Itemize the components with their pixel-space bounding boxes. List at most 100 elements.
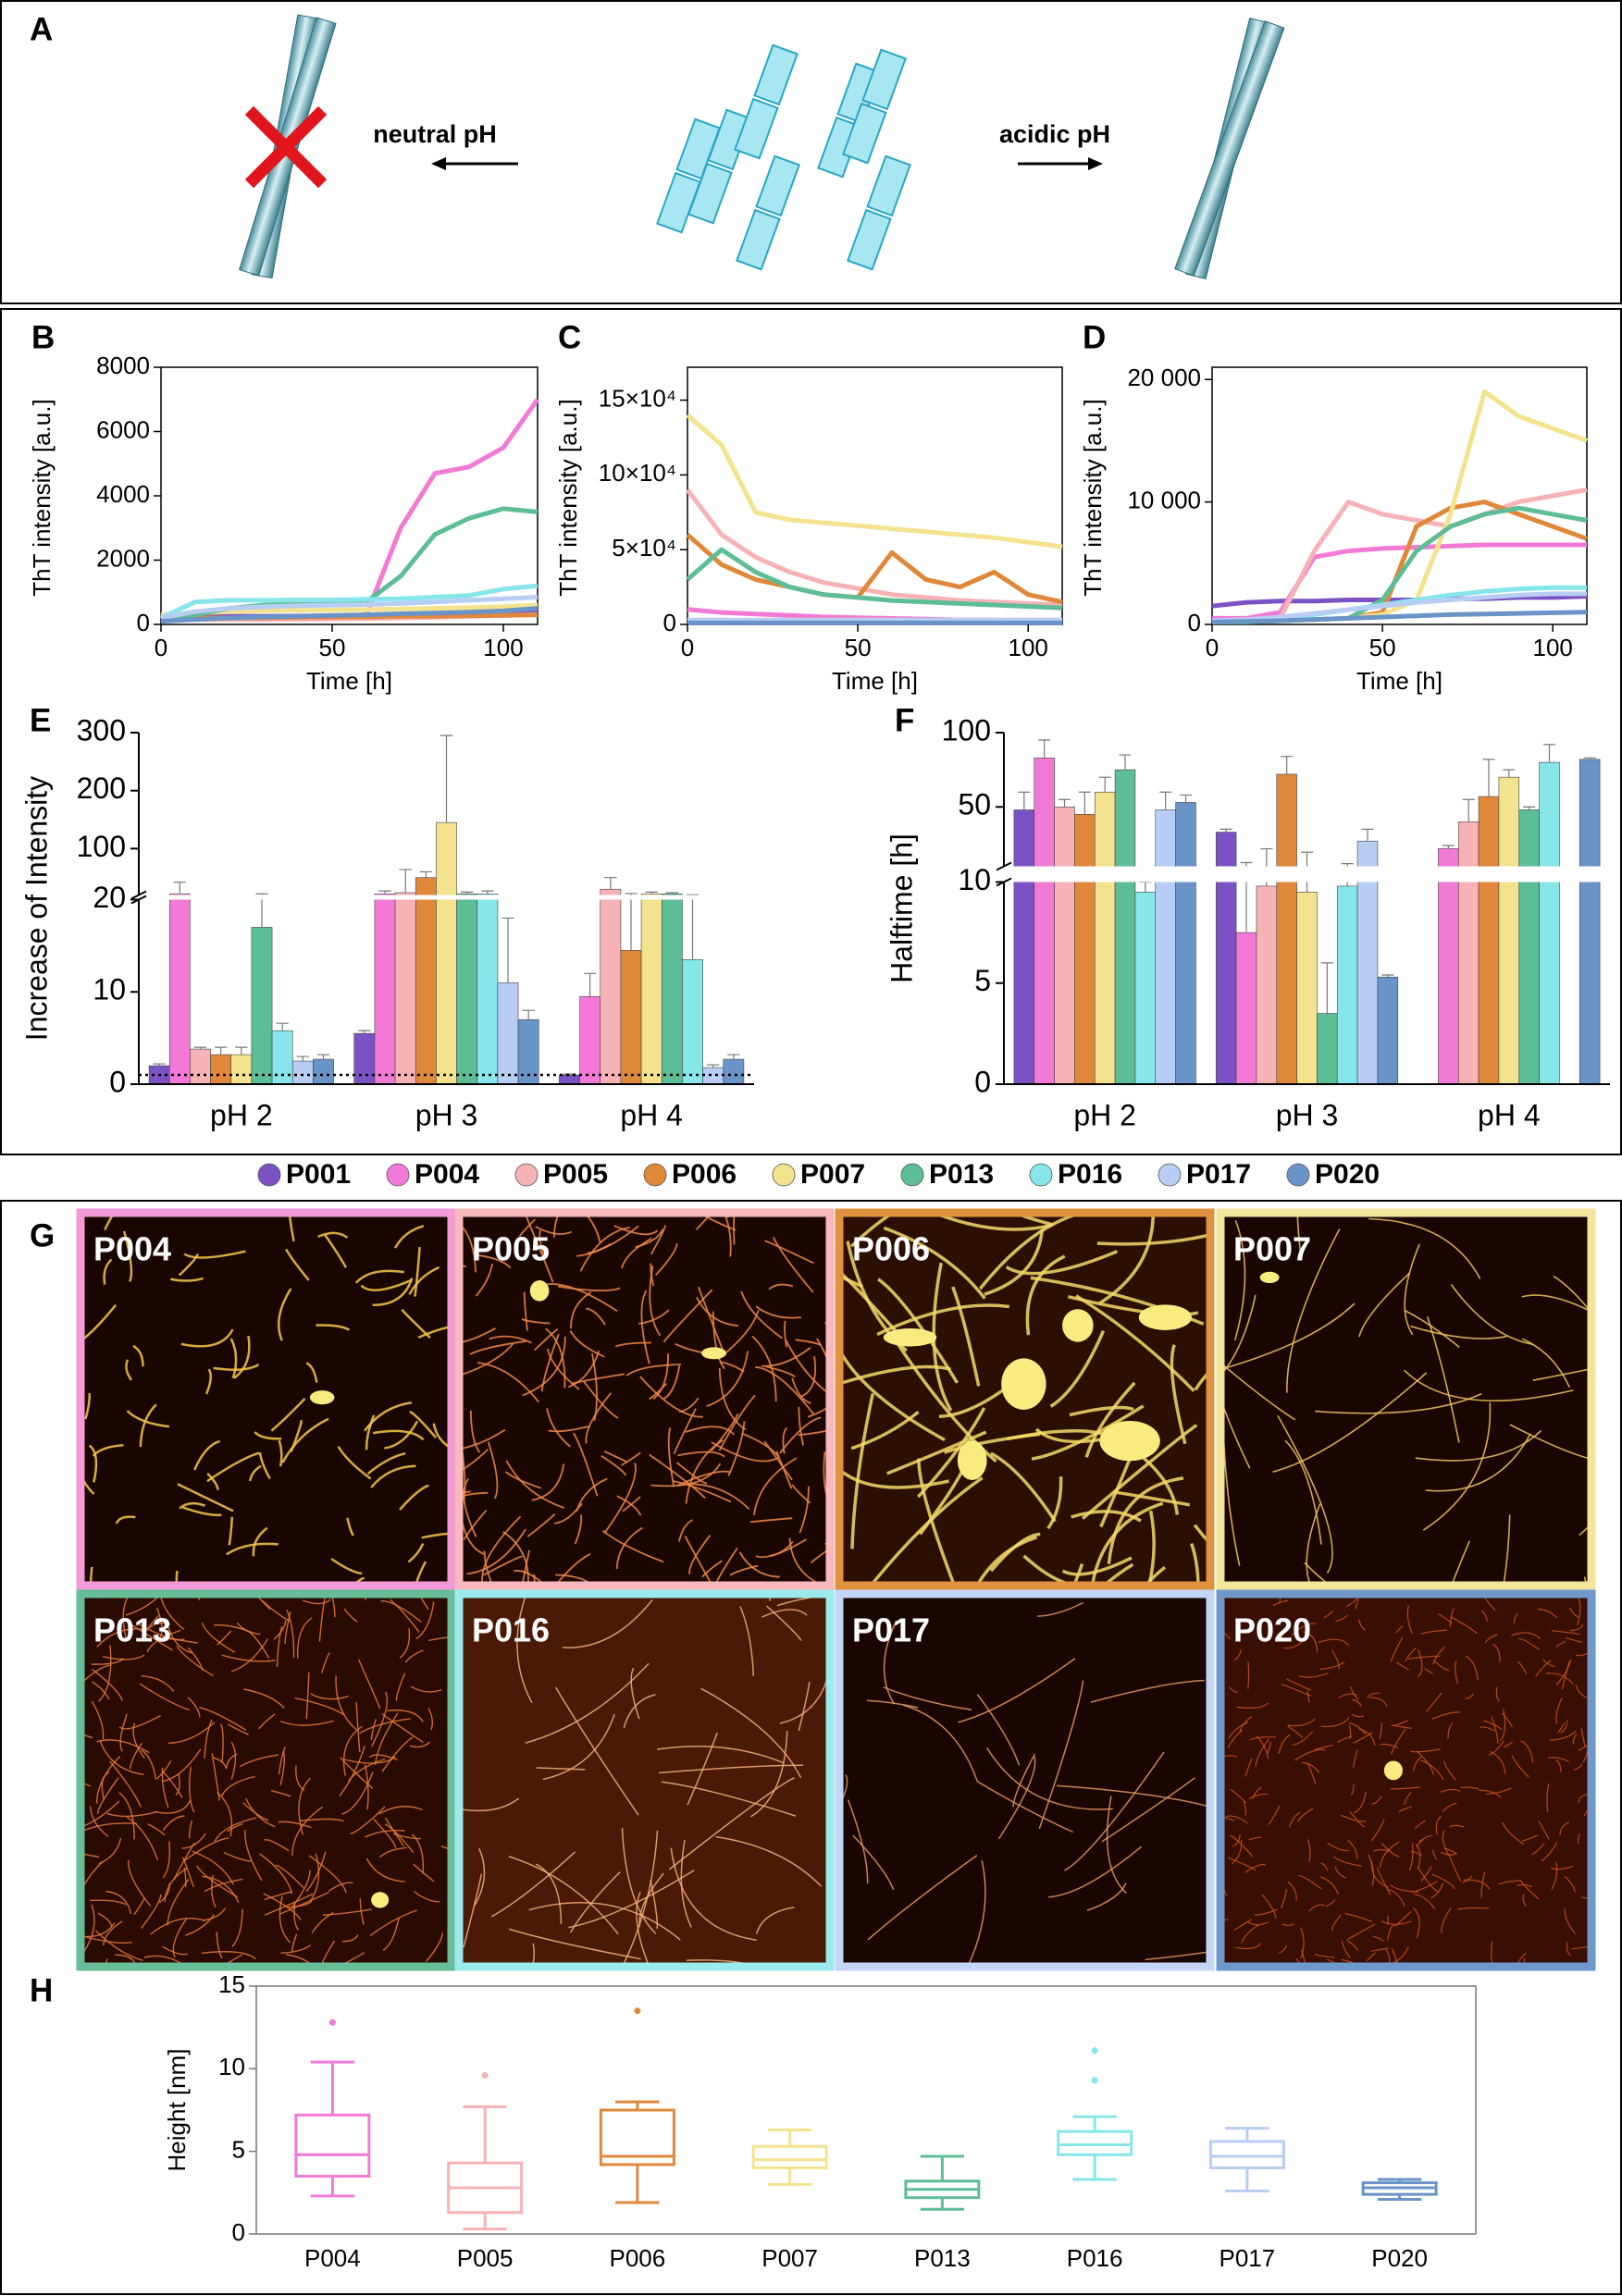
fibril [359, 1898, 365, 1925]
fibril [1575, 1685, 1591, 1700]
whisker [767, 2167, 812, 2186]
fibril [1517, 1660, 1528, 1674]
fibril [1384, 1948, 1391, 1967]
fibril [1492, 1643, 1501, 1662]
fibril [1398, 1806, 1412, 1813]
fibril [614, 1341, 651, 1348]
outlier [328, 2018, 336, 2026]
fibril [729, 1564, 759, 1576]
fibril [1319, 1876, 1339, 1895]
fibril [1334, 1866, 1346, 1879]
bar [1235, 932, 1257, 1085]
fibril [122, 1230, 133, 1282]
box [1208, 2140, 1285, 2170]
fibril [1350, 1686, 1359, 1701]
panel-label: A [30, 11, 53, 47]
error-bar [501, 917, 514, 983]
fibril [798, 1681, 811, 1732]
fibril [217, 1791, 233, 1837]
x-tick-label: 100 [1008, 634, 1047, 661]
data-line [686, 488, 1063, 608]
fibril [259, 1853, 293, 1895]
fibril [469, 1410, 481, 1453]
fibril [1418, 1834, 1433, 1843]
fibril [185, 1914, 215, 1936]
fibril [1391, 1724, 1413, 1729]
fibril [461, 1342, 514, 1376]
fibril [1521, 1338, 1571, 1389]
fibril [337, 1446, 372, 1480]
fibril [1555, 1660, 1572, 1685]
fibril [392, 1833, 421, 1840]
fibril [1380, 1841, 1400, 1869]
fibril [706, 1351, 749, 1408]
fibril [410, 1685, 442, 1693]
fibril [535, 1863, 563, 1924]
legend-label: P001 [286, 1159, 351, 1190]
fibril [1346, 1940, 1358, 1952]
panel-label: E [30, 702, 51, 738]
aggregate [1062, 1309, 1094, 1342]
fibril [162, 1815, 185, 1832]
fibril [278, 1747, 286, 1775]
fibril [1048, 1845, 1143, 1898]
y-tick-label: 0 [1188, 609, 1201, 636]
x-tick-label: pH 3 [1276, 1098, 1339, 1131]
error-bar [1058, 798, 1071, 808]
fibril [1286, 1228, 1341, 1393]
fibril [810, 1548, 830, 1564]
fibril [1287, 1881, 1297, 1901]
fibril [1407, 1655, 1441, 1660]
fibril [101, 1771, 110, 1800]
fibril [526, 1513, 556, 1537]
image-border [454, 1589, 835, 1971]
panel-label: C [558, 319, 581, 355]
fibril [1314, 1953, 1335, 1958]
fibril [328, 1882, 353, 1892]
fibril [1387, 1924, 1394, 1941]
y-tick-label: 5 [974, 964, 991, 997]
fibril [220, 1954, 243, 1967]
error-bar [1482, 759, 1495, 797]
fibril [1491, 1716, 1499, 1744]
legend-marker [772, 1163, 796, 1187]
fibril [240, 1754, 279, 1768]
fibril [534, 1328, 559, 1352]
fibril [733, 1213, 736, 1245]
x-tick-label: P020 [1371, 2244, 1428, 2272]
fibril [1348, 1722, 1367, 1734]
fibril [539, 1229, 545, 1255]
fibril [840, 1364, 951, 1385]
fibril [710, 1413, 739, 1451]
error-bar [686, 894, 700, 960]
fibril [1086, 1882, 1127, 1912]
aggregate [529, 1280, 550, 1302]
fibril [148, 1622, 171, 1629]
fibril [682, 1483, 750, 1510]
fibril [1084, 1381, 1136, 1458]
fibril [103, 1920, 123, 1946]
fibril [1415, 1429, 1542, 1462]
fibril [291, 1806, 324, 1856]
fibril [1225, 1815, 1248, 1824]
fibril [248, 1464, 262, 1482]
fibril [118, 1792, 135, 1840]
fibril [1247, 1661, 1250, 1689]
fibril [370, 1464, 416, 1488]
fibril [1447, 1722, 1454, 1739]
fibril [1368, 1854, 1375, 1886]
fibril [211, 1874, 217, 1907]
image-label: P005 [472, 1230, 550, 1268]
fibril [291, 1933, 298, 1953]
fibril [201, 1951, 256, 1960]
fibril [876, 1303, 1010, 1337]
fibril [768, 1283, 794, 1290]
fibril [1349, 1810, 1365, 1828]
fibril [182, 1837, 229, 1862]
fibril [1422, 1402, 1492, 1531]
fibril [621, 1451, 641, 1466]
fibril [155, 1800, 192, 1814]
fibril [311, 1911, 334, 1933]
fibril [1291, 1623, 1317, 1636]
fibril [284, 1248, 310, 1281]
